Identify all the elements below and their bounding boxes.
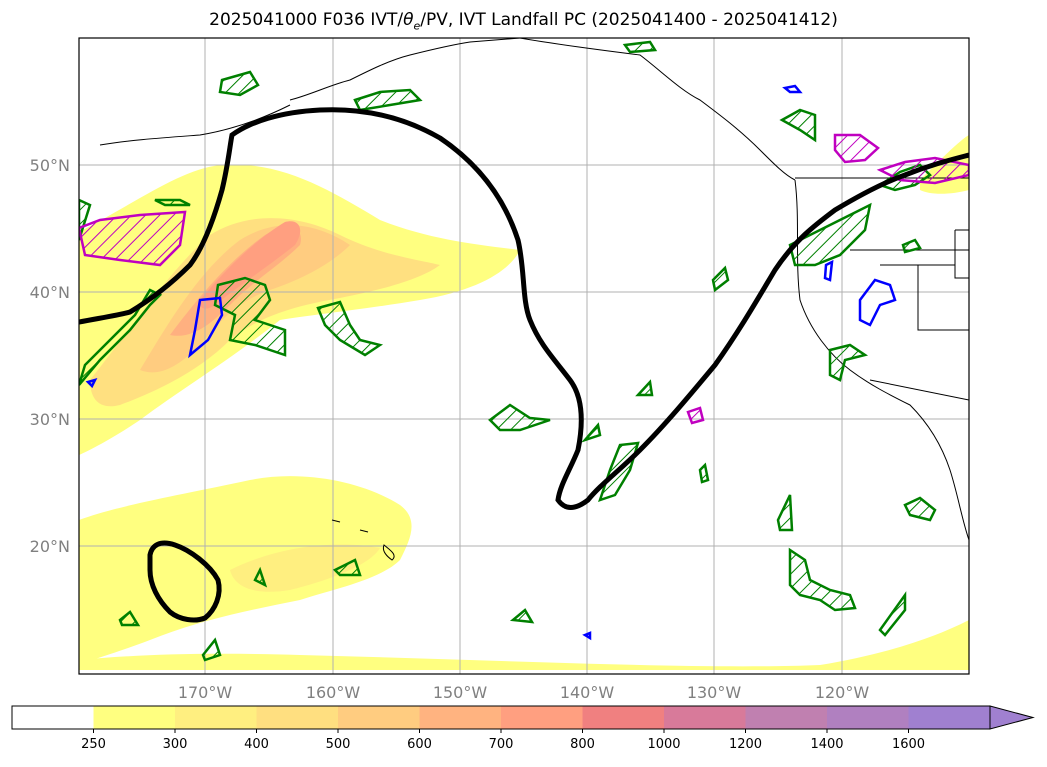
colorbar-segment xyxy=(582,706,665,729)
colorbar-tick-label: 1600 xyxy=(892,737,925,752)
coastlines xyxy=(99,38,969,561)
colorbar-segment xyxy=(175,706,257,729)
longitude-labels: 170°W 160°W 150°W 140°W 130°W 120°W xyxy=(178,683,870,702)
colorbar-extend-arrow xyxy=(989,705,1035,730)
plot-frame xyxy=(78,37,970,675)
colorbar-tick-label: 300 xyxy=(163,737,188,752)
map-title: 2025041000 F036 IVT/θe/PV, IVT Landfall … xyxy=(209,10,838,33)
lat-label-30: 30°N xyxy=(30,410,70,429)
colorbar-tick-label: 700 xyxy=(489,737,514,752)
colorbar-segment xyxy=(338,706,420,729)
lon-label-140w: 140°W xyxy=(560,683,615,702)
lon-label-170w: 170°W xyxy=(178,683,233,702)
landfall-pc-contours xyxy=(79,107,969,623)
colorbar-tick-label: 500 xyxy=(326,737,351,752)
lon-label-120w: 120°W xyxy=(815,683,870,702)
colorbar-segment xyxy=(664,706,746,729)
colorbar-segment xyxy=(745,706,828,729)
colorbar-tick-label: 1000 xyxy=(647,737,680,752)
pv-blue-contours xyxy=(85,84,897,641)
colorbar-segment xyxy=(93,706,176,729)
colorbar-segment xyxy=(256,706,339,729)
theta-e-contours xyxy=(79,40,937,662)
lon-label-130w: 130°W xyxy=(687,683,742,702)
colorbar-segment xyxy=(12,706,94,729)
colorbar-tick-label: 600 xyxy=(407,737,432,752)
colorbar-tick-label: 1400 xyxy=(810,737,843,752)
colorbar-segment xyxy=(419,706,502,729)
colorbar-tick-label: 1200 xyxy=(729,737,762,752)
colorbar-tick-label: 800 xyxy=(570,737,595,752)
colorbar-segment xyxy=(827,706,909,729)
lon-label-150w: 150°W xyxy=(433,683,488,702)
ivt-colorbar: 250 300 400 500 600 700 800 1000 1200 1400 1600 xyxy=(11,705,1035,752)
latitude-labels: 50°N 40°N 30°N 20°N xyxy=(30,156,70,556)
colorbar-segment xyxy=(908,706,991,729)
colorbar-segment xyxy=(501,706,583,729)
lon-label-160w: 160°W xyxy=(306,683,361,702)
lat-label-20: 20°N xyxy=(30,537,70,556)
lat-label-50: 50°N xyxy=(30,156,70,175)
colorbar-tick-label: 400 xyxy=(244,737,269,752)
lat-label-40: 40°N xyxy=(30,283,70,302)
colorbar-tick-label: 250 xyxy=(81,737,106,752)
